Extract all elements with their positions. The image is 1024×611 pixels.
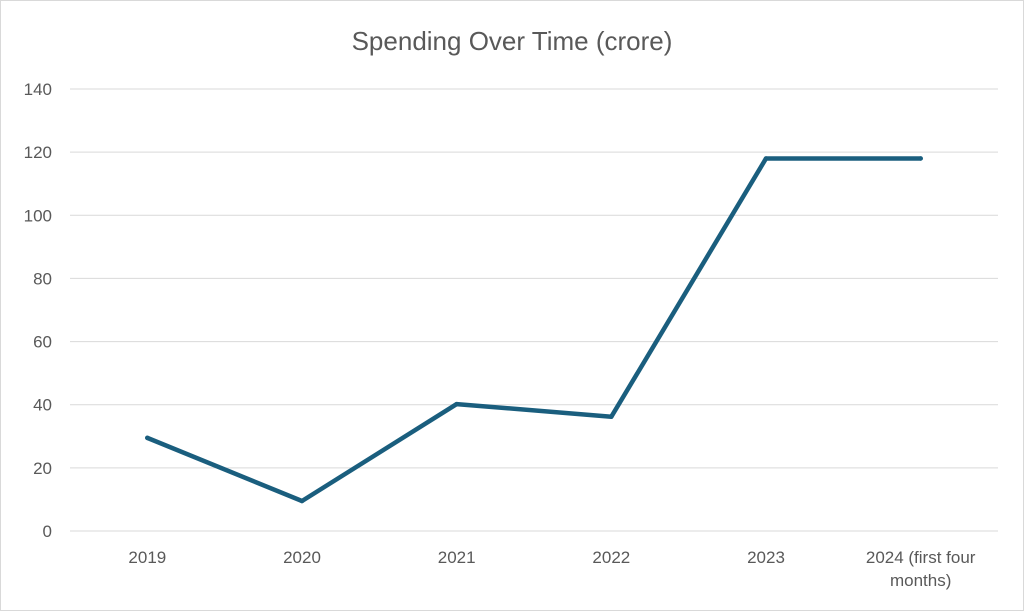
x-tick-label: 2019 [128,548,166,567]
y-tick-label: 60 [33,333,52,352]
x-axis-tick-labels: 2019 2020 2021 2022 2023 2024 (first four mont… [128,548,975,590]
data-point [609,414,614,419]
y-tick-label: 40 [33,396,52,415]
x-tick-label: 2023 [747,548,785,567]
x-tick-label: 2020 [283,548,321,567]
y-tick-label: 140 [24,80,52,99]
data-point [299,498,305,504]
x-tick-label: 2022 [592,548,630,567]
data-point [145,435,150,441]
y-tick-label: 0 [43,522,52,541]
chart-title: Spending Over Time (crore) [352,26,673,56]
x-tick-label: 2021 [438,548,476,567]
data-point [763,156,769,161]
series-line [145,156,923,504]
y-tick-label: 80 [33,269,52,288]
x-tick-label: 2024 (first four months) [866,548,976,590]
y-tick-label: 100 [24,206,52,225]
y-axis-tick-labels: 0 20 40 60 80 100 120 140 [24,80,52,541]
data-point [918,156,923,161]
y-tick-label: 20 [33,459,52,478]
y-tick-label: 120 [24,143,52,162]
data-point [454,401,459,407]
series-layer [145,156,923,504]
